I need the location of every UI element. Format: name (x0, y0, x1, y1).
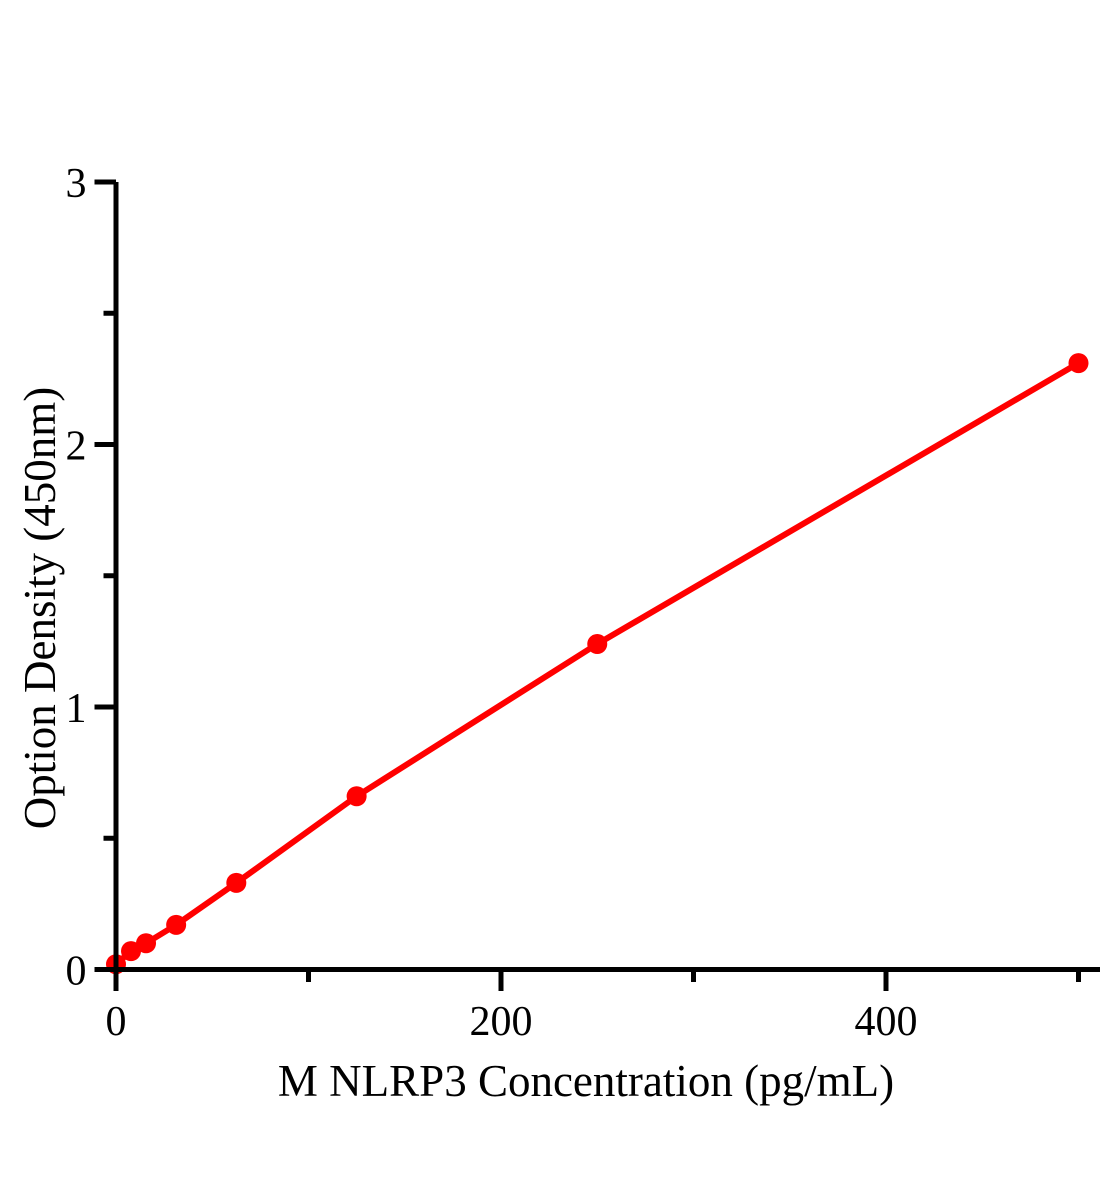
y-axis-title: Option Density (450nm) (15, 386, 65, 830)
data-point (587, 634, 608, 654)
y-tick-label: 1 (66, 686, 87, 732)
data-point (226, 872, 247, 893)
data-point (136, 933, 157, 954)
x-tick-label: 0 (106, 999, 127, 1045)
y-tick-label: 0 (66, 949, 87, 995)
data-point (121, 941, 142, 962)
data-point (1068, 353, 1089, 374)
x-tick-label: 400 (855, 999, 918, 1045)
y-tick-label: 2 (66, 424, 87, 470)
x-tick-label: 200 (470, 999, 533, 1045)
data-point (166, 914, 187, 935)
data-point (346, 786, 367, 807)
y-tick-label: 3 (66, 161, 87, 207)
data-line (114, 360, 1081, 967)
x-axis-title: M NLRP3 Concentration (pg/mL) (277, 1056, 895, 1106)
